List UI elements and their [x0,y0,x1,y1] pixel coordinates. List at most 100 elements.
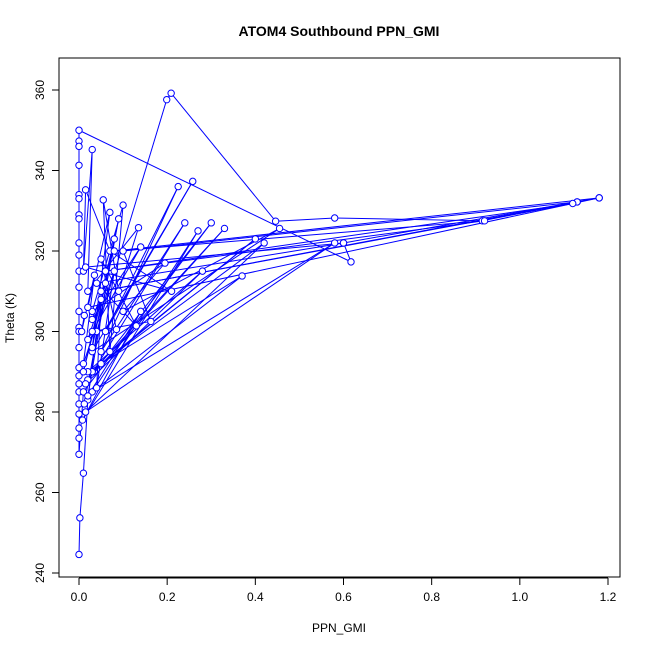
series-segment [105,203,573,272]
data-point [220,224,229,233]
x-tick-label: 1.2 [600,590,617,604]
data-point [330,239,339,247]
data-point [75,194,83,203]
series-segment [114,197,600,252]
data-point [75,142,83,151]
y-tick-label: 240 [33,563,47,583]
data-point [79,360,88,368]
data-point [77,327,86,336]
data-point [110,267,118,275]
data-point [347,258,355,266]
series-segment [92,320,151,332]
data-point [147,317,155,326]
data-point [238,272,246,280]
data-point [75,215,83,223]
y-tick-label: 260 [33,482,47,502]
data-point [81,380,90,388]
data-point [90,271,99,279]
data-point [198,267,207,275]
data-point [92,384,101,392]
series-segment [87,270,203,373]
data-point [161,259,169,267]
data-point [110,247,118,255]
data-point [88,307,96,316]
data-point [84,392,92,400]
data-point [181,219,189,227]
data-point [134,223,143,232]
data-point [132,322,141,330]
data-point [75,380,83,388]
series-segment [83,230,199,405]
data-point [88,145,96,154]
data-point [595,194,603,202]
data-point [97,295,105,303]
data-point [106,208,114,217]
data-point [569,199,577,208]
data-point [75,251,83,259]
data-point [101,267,110,275]
y-axis: 240 260 280 300 320 340 360 [33,80,60,583]
series-segment [91,275,243,393]
data-point [75,364,83,372]
series-segment [85,222,186,385]
data-series [75,89,603,559]
x-tick-label: 0.6 [335,590,352,604]
data-point [207,219,215,227]
data-point [75,434,83,442]
series-segment [100,238,256,365]
data-point [275,224,284,233]
data-point [88,388,96,396]
data-point [119,247,127,255]
plot-box [58,57,621,578]
series-segment [170,92,276,222]
series-segment [82,311,142,421]
data-point [75,343,83,352]
data-point [92,279,101,287]
x-axis: 0.0 0.2 0.4 0.6 0.8 1.0 1.2 [71,577,617,604]
data-point [81,408,90,416]
data-point [79,388,88,396]
data-point [75,126,83,134]
series-segment [96,242,344,284]
data-point [75,283,83,291]
data-point [88,343,96,352]
data-point [97,360,105,368]
x-tick-label: 0.4 [247,590,264,604]
data-point [79,368,88,376]
chart-title: ATOM4 Southbound PPN_GMI [239,23,440,39]
data-point [260,239,268,247]
data-point [75,550,83,559]
data-point [84,287,92,295]
data-point [79,469,88,477]
data-point [84,335,92,344]
series-segment [82,149,93,272]
data-point [97,287,105,295]
data-point [137,307,145,316]
data-point [271,217,280,225]
data-point [112,325,121,334]
data-point [75,372,83,380]
data-point [81,186,90,194]
data-point [114,287,123,295]
series-segment [275,217,335,222]
data-point [76,514,84,522]
data-point [106,347,114,356]
data-point [75,307,83,316]
data-point [163,95,171,104]
series-segment [85,266,172,292]
data-point [480,217,489,225]
series-segment [91,242,335,393]
series-segment [85,270,203,385]
data-point [167,287,176,295]
series-segment [100,242,265,365]
data-point [84,303,92,312]
series-segment [114,220,485,252]
data-point [339,239,348,247]
data-point [167,89,175,97]
data-point [194,227,202,235]
y-tick-label: 280 [33,402,47,422]
x-tick-label: 0.8 [423,590,440,604]
y-tick-label: 300 [33,321,47,341]
data-point [251,235,260,243]
